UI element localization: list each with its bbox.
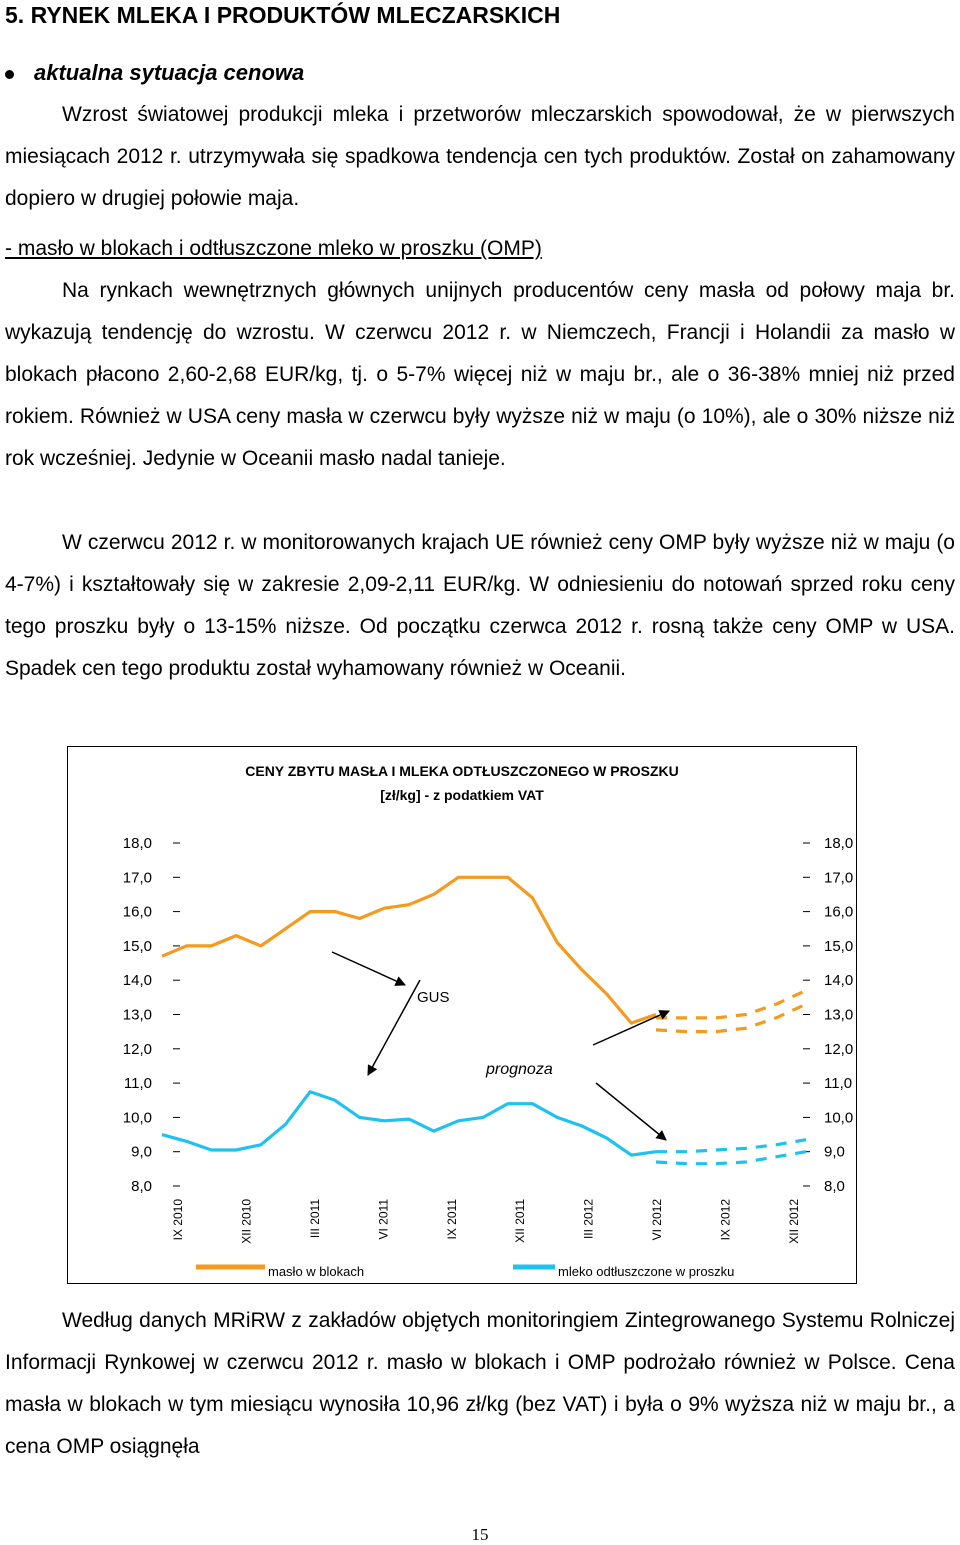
section-heading: 5. RYNEK MLEKA I PRODUKTÓW MLECZARSKICH xyxy=(5,2,561,28)
legend-label-omp: mleko odtłuszczone w proszku xyxy=(558,1264,734,1279)
x-tick-label: IX 2012 xyxy=(719,1199,733,1241)
x-tick-label: VI 2012 xyxy=(650,1199,664,1241)
y-tick-label-left: 18,0 xyxy=(123,835,152,852)
forecast-arrow-down xyxy=(595,1082,667,1141)
omp-forecast-line-2 xyxy=(655,1150,807,1166)
y-tick-label-right: 14,0 xyxy=(824,972,853,989)
x-tick-label: III 2011 xyxy=(308,1199,322,1238)
y-tick-label-right: 16,0 xyxy=(824,904,853,921)
y-tick-label-left: 9,0 xyxy=(131,1144,152,1161)
x-tick-label: III 2012 xyxy=(582,1199,596,1239)
butter-forecast-line-1 xyxy=(656,989,807,1020)
forecast-annotation: prognoza xyxy=(485,1061,553,1078)
y-tick-label-right: 11,0 xyxy=(824,1075,852,1092)
price-chart: CENY ZBYTU MASŁA I MLEKA ODTŁUSZCZONEGO … xyxy=(67,746,857,1284)
paragraph-poland: Według danych MRiRW z zakładów objętych … xyxy=(5,1300,955,1468)
y-tick-label-left: 10,0 xyxy=(123,1109,152,1126)
paragraph-omp: W czerwcu 2012 r. w monitorowanych kraja… xyxy=(5,522,955,690)
y-tick-label-left: 13,0 xyxy=(123,1007,152,1024)
y-tick-label-left: 12,0 xyxy=(123,1041,152,1058)
gus-annotation: GUS xyxy=(417,989,450,1006)
x-tick-label: IX 2010 xyxy=(171,1199,185,1241)
y-tick-label-right: 9,0 xyxy=(824,1144,845,1161)
forecast-arrow-up xyxy=(592,1010,670,1046)
y-tick-label-right: 13,0 xyxy=(824,1007,853,1024)
paragraph-butter-text: Na rynkach wewnętrznych głównych unijnyc… xyxy=(5,279,955,470)
butter-price-line xyxy=(161,875,657,1025)
x-tick-label: XII 2012 xyxy=(787,1199,801,1244)
y-tick-label-left: 14,0 xyxy=(123,972,152,989)
omp-price-line xyxy=(161,1090,657,1157)
bullet-heading: aktualna sytuacja cenowa xyxy=(5,60,304,86)
page-number: 15 xyxy=(471,1525,489,1544)
x-tick-label: XII 2010 xyxy=(239,1199,253,1244)
butter-forecast-line-2 xyxy=(655,1002,807,1034)
bullet-label: aktualna sytuacja cenowa xyxy=(34,60,305,85)
y-tick-label-right: 8,0 xyxy=(824,1178,845,1195)
y-tick-label-right: 15,0 xyxy=(824,938,853,955)
y-tick-label-right: 18,0 xyxy=(824,835,853,852)
y-tick-label-left: 11,0 xyxy=(124,1075,152,1092)
gus-arrow-left xyxy=(331,951,406,986)
subheading-text: - masło w blokach i odtłuszczone mleko w… xyxy=(5,237,542,260)
paragraph-poland-text: Według danych MRiRW z zakładów objętych … xyxy=(5,1309,955,1458)
chart-subtitle: [zł/kg] - z podatkiem VAT xyxy=(380,787,544,803)
x-tick-label: XII 2011 xyxy=(513,1199,527,1243)
y-tick-label-left: 8,0 xyxy=(131,1178,152,1195)
y-tick-label-left: 15,0 xyxy=(123,938,152,955)
gus-arrow-down xyxy=(367,979,421,1076)
y-tick-label-left: 17,0 xyxy=(123,869,152,886)
chart-title: CENY ZBYTU MASŁA I MLEKA ODTŁUSZCZONEGO … xyxy=(245,763,679,779)
y-tick-label-right: 17,0 xyxy=(824,869,853,886)
x-tick-label: VI 2011 xyxy=(376,1199,390,1240)
paragraph-butter: Na rynkach wewnętrznych głównych unijnyc… xyxy=(5,270,955,480)
bullet-icon xyxy=(5,69,14,79)
y-tick-label-right: 12,0 xyxy=(824,1041,853,1058)
omp-forecast-line-1 xyxy=(656,1138,807,1154)
legend-label-butter: masło w blokach xyxy=(268,1264,364,1279)
y-tick-label-right: 10,0 xyxy=(824,1109,853,1126)
paragraph-intro: Wzrost światowej produkcji mleka i przet… xyxy=(5,94,955,220)
chart-plot: 18,0 18,0 17,0 17,0 16,0 16,0 15,0 15,0 14,0 14,0… xyxy=(123,835,853,1279)
subheading: - masło w blokach i odtłuszczone mleko w… xyxy=(5,228,955,270)
y-tick-label-left: 16,0 xyxy=(123,904,152,921)
x-tick-label: IX 2011 xyxy=(445,1199,459,1240)
paragraph-intro-text: Wzrost światowej produkcji mleka i przet… xyxy=(5,103,955,210)
paragraph-omp-text: W czerwcu 2012 r. w monitorowanych kraja… xyxy=(5,531,955,680)
